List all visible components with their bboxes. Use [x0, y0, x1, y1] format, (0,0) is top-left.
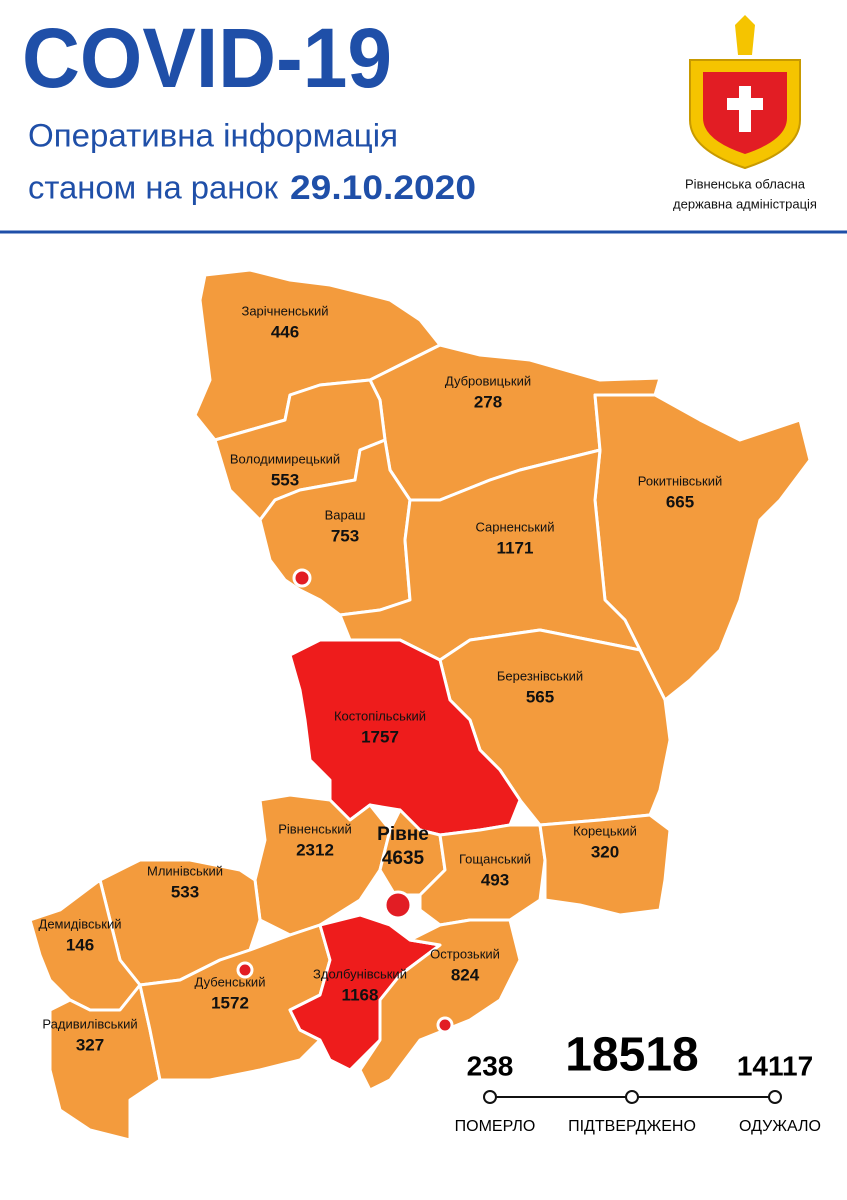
- date: 29.10.2020: [290, 169, 476, 207]
- district-area: [253, 793, 392, 937]
- district-value: 493: [481, 870, 509, 889]
- confirmed-label: ПІДТВЕРДЖЕНО: [568, 1118, 696, 1135]
- map: [28, 268, 812, 1142]
- district-value: 553: [271, 470, 299, 489]
- district-name: Володимирецький: [230, 451, 340, 466]
- district-value: 665: [666, 492, 694, 511]
- district-value: 1168: [342, 985, 379, 1004]
- district-value: 1757: [361, 727, 399, 746]
- district-name: Березнівський: [497, 668, 583, 683]
- district-name: Вараш: [325, 507, 366, 522]
- district-name: Корецький: [573, 823, 637, 838]
- district-value: 446: [271, 322, 299, 341]
- org-name: державна адміністрація: [673, 196, 817, 211]
- district-name: Дубенський: [195, 974, 266, 989]
- city-dots: [236, 568, 454, 1034]
- died-label: ПОМЕРЛО: [455, 1118, 536, 1135]
- district-area: [358, 918, 522, 1092]
- district-value: 824: [451, 965, 480, 984]
- district-value: 565: [526, 687, 554, 706]
- district-name: Костопільський: [334, 708, 426, 723]
- district-value: 1572: [211, 993, 249, 1012]
- district-name: Зарічненський: [241, 303, 328, 318]
- recovered-label: ОДУЖАЛО: [739, 1118, 821, 1135]
- summary-timeline: [483, 1090, 782, 1104]
- district-name: Гощанський: [459, 851, 531, 866]
- district-name: Млинівський: [147, 863, 223, 878]
- title: COVID-19: [22, 11, 392, 105]
- district-name: Рівне: [377, 824, 429, 845]
- subtitle: Оперативна інформація: [28, 117, 398, 153]
- district-value: 327: [76, 1035, 104, 1054]
- district-value: 4635: [382, 848, 425, 869]
- confirmed-count: 18518: [565, 1029, 698, 1082]
- district-name: Острозький: [430, 946, 500, 961]
- coat-of-arms: [689, 15, 801, 170]
- district-value: 1171: [497, 538, 534, 557]
- district-value: 146: [66, 935, 94, 954]
- district-area: [538, 813, 672, 917]
- org-name: Рівненська обласна: [685, 176, 806, 191]
- district-name: Демидівський: [39, 916, 122, 931]
- district-value: 533: [171, 882, 199, 901]
- district-name: Сарненський: [475, 519, 554, 534]
- date-prefix: станом на ранок: [28, 169, 279, 205]
- district-value: 278: [474, 392, 502, 411]
- district-name: Рівненський: [278, 821, 352, 836]
- district-name: Здолбунівський: [313, 966, 407, 981]
- district-name: Дубровицький: [445, 373, 531, 388]
- district-name: Радивилівський: [42, 1016, 137, 1031]
- district-name: Рокитнівський: [638, 473, 723, 488]
- recovered-count: 14117: [737, 1050, 813, 1081]
- district-value: 753: [331, 526, 359, 545]
- district-value: 2312: [296, 840, 334, 859]
- district-value: 320: [591, 842, 619, 861]
- died-count: 238: [467, 1050, 514, 1081]
